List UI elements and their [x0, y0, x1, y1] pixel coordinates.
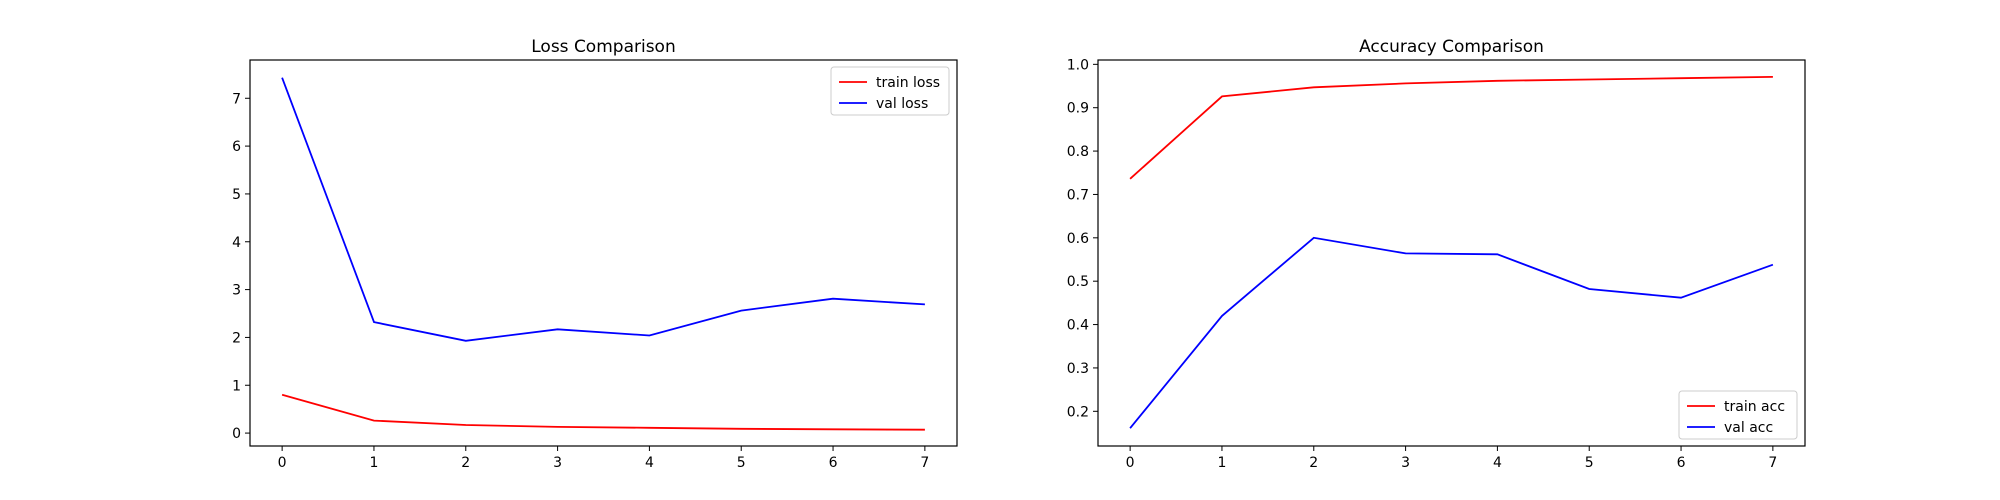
series-line-val-loss: [281, 77, 925, 342]
chart-1: Loss Comparison 0 1 2 3 4 5 6 7 0 1 2 3 4 5 6 7 train los…: [232, 37, 958, 471]
y-tick-label: 0.8: [1067, 144, 1089, 160]
plot-frame: [1097, 59, 1806, 447]
y-tick-label: 0.5: [1067, 274, 1089, 290]
series-line-train-loss: [281, 393, 925, 431]
y-tick-label: 2: [232, 330, 241, 346]
legend: train acc val acc: [1678, 390, 1798, 440]
x-tick-label: 5: [1585, 455, 1594, 471]
x-tick-label: 4: [1493, 455, 1502, 471]
x-tick-label: 7: [1768, 455, 1777, 471]
x-tick-label: 1: [369, 455, 378, 471]
x-tick-label: 6: [1677, 455, 1686, 471]
y-tick-label: 1.0: [1067, 57, 1089, 73]
chart-2: Accuracy Comparison 0 1 2 3 4 5 6 7 0.2 0.3 0.4 0.5 0…: [1067, 37, 1806, 471]
y-tick-label: 7: [232, 91, 241, 107]
legend-label: train acc: [1724, 399, 1785, 415]
x-tick-label: 0: [1126, 455, 1135, 471]
x-tick-label: 6: [829, 455, 838, 471]
y-tick-label: 1: [232, 378, 241, 394]
y-tick-label: 6: [232, 139, 241, 155]
y-tick-label: 5: [232, 187, 241, 203]
x-tick-label: 1: [1217, 455, 1226, 471]
x-tick-label: 2: [461, 455, 470, 471]
x-tick-label: 7: [920, 455, 929, 471]
x-tick-label: 4: [645, 455, 654, 471]
x-tick-label: 5: [737, 455, 746, 471]
y-tick-label: 0.2: [1067, 404, 1089, 420]
y-tick-label: 0.3: [1067, 361, 1089, 377]
y-tick-label: 0.4: [1067, 318, 1089, 334]
x-tick-label: 3: [553, 455, 562, 471]
legend-label: val loss: [876, 96, 928, 112]
series-line-train-acc: [1129, 76, 1773, 180]
x-tick-label: 3: [1401, 455, 1410, 471]
y-tick-label: 0.6: [1067, 231, 1089, 247]
series-line-val-acc: [1129, 236, 1774, 429]
y-tick-label: 4: [232, 235, 241, 251]
legend-label: val acc: [1724, 420, 1773, 436]
x-tick-label: 0: [278, 455, 287, 471]
chart-title: Loss Comparison: [531, 37, 675, 57]
y-tick-label: 0: [232, 426, 241, 442]
chart-title: Accuracy Comparison: [1359, 37, 1544, 57]
legend-label: train loss: [876, 75, 940, 91]
plot-frame: [249, 59, 958, 447]
y-tick-label: 3: [232, 283, 241, 299]
legend: train loss val loss: [830, 66, 950, 116]
y-tick-label: 0.9: [1067, 101, 1089, 117]
x-tick-label: 2: [1309, 455, 1318, 471]
y-tick-label: 0.7: [1067, 187, 1089, 203]
